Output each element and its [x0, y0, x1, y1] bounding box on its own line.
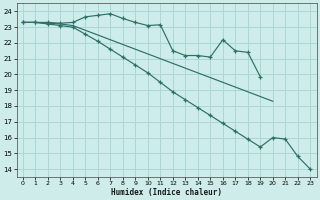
X-axis label: Humidex (Indice chaleur): Humidex (Indice chaleur) [111, 188, 222, 197]
